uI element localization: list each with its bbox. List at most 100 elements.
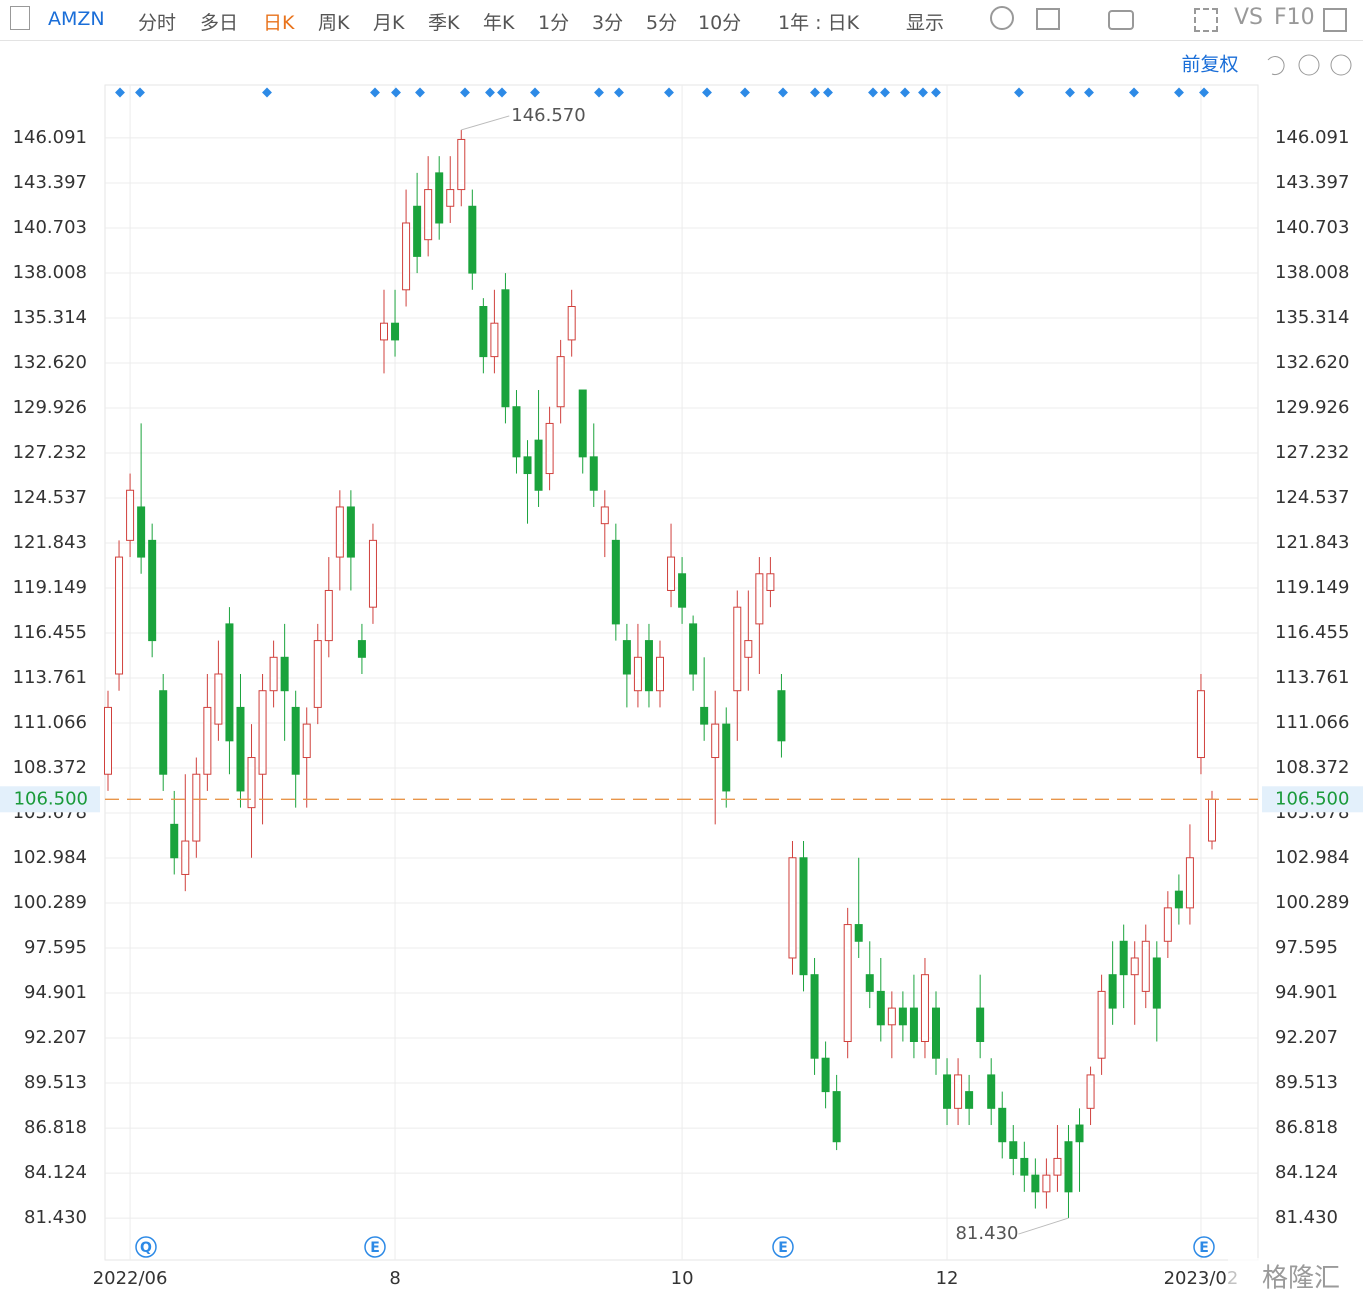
event-diamond [1129, 87, 1139, 98]
period-tab[interactable]: 年K [483, 12, 515, 34]
y-tick-label-right: 97.595 [1275, 937, 1338, 958]
candle-body [501, 289, 510, 408]
y-tick-label-right: 100.289 [1275, 892, 1349, 913]
period-tab[interactable]: 3分 [592, 12, 624, 34]
period-tab[interactable]: 10分 [698, 12, 742, 34]
candle-body [700, 706, 709, 725]
event-diamond [415, 87, 425, 98]
y-tick-label: 135.314 [13, 307, 87, 328]
min-leader [1018, 1217, 1069, 1235]
y-tick-label-right: 86.818 [1275, 1117, 1338, 1138]
adjust-button[interactable]: 前复权 [1181, 54, 1238, 76]
y-tick-label: 111.066 [13, 712, 87, 733]
y-tick-label: 94.901 [24, 982, 87, 1003]
period-tab[interactable]: 1分 [538, 12, 570, 34]
f10-button[interactable]: F10 [1274, 5, 1315, 30]
y-tick-label-right: 143.397 [1275, 172, 1349, 193]
candle-body [523, 456, 532, 475]
event-badge-label: E [778, 1240, 788, 1256]
shape-icon[interactable] [1036, 8, 1060, 30]
range-select[interactable]: 1年 : 日K [778, 12, 860, 34]
last-price-box-right [1262, 786, 1363, 813]
watermark-bg [1228, 1258, 1363, 1303]
candle-body [832, 1091, 841, 1143]
settings-icon[interactable] [990, 6, 1014, 30]
event-diamond [918, 87, 928, 98]
candle-body [1208, 798, 1216, 842]
candle-body [854, 924, 863, 942]
event-badge-label: Q [140, 1240, 152, 1256]
candle-body [137, 506, 146, 558]
candle-body [1053, 1157, 1062, 1176]
y-tick-label: 100.289 [13, 892, 87, 913]
candle-body [1009, 1141, 1018, 1159]
candle-body [380, 322, 388, 341]
period-tab[interactable]: 周K [318, 12, 350, 34]
y-tick-label: 129.926 [13, 397, 87, 418]
period-tab[interactable]: 月K [373, 12, 405, 34]
y-tick-label: 143.397 [13, 172, 87, 193]
reset-icon[interactable] [1267, 56, 1285, 76]
event-diamond [900, 87, 910, 98]
candle-body [170, 823, 179, 859]
period-tab[interactable]: 5分 [646, 12, 678, 34]
candle-body [678, 573, 687, 608]
event-diamond [810, 87, 820, 98]
zoom-out[interactable] [1298, 54, 1320, 76]
candle-body [810, 974, 819, 1059]
candle-body [368, 539, 377, 608]
event-diamond [778, 87, 788, 98]
y-tick-label-right: 129.926 [1275, 397, 1349, 418]
candle-body [965, 1091, 974, 1109]
y-tick-label: 102.984 [13, 847, 87, 868]
candle-body [799, 857, 808, 976]
period-tab[interactable]: 分时 [138, 12, 177, 34]
y-tick-label: 146.091 [13, 127, 87, 148]
camera-icon[interactable] [1108, 10, 1134, 30]
y-tick-label-right: 119.149 [1275, 577, 1349, 598]
y-tick-label: 81.430 [24, 1207, 87, 1228]
candle-body [446, 189, 455, 207]
candle-body [667, 556, 676, 591]
candle-body [534, 439, 543, 491]
event-diamond [702, 87, 712, 98]
candle-body [324, 589, 333, 642]
y-tick-label-right: 81.430 [1275, 1207, 1338, 1228]
period-tab[interactable]: 多日 [200, 12, 239, 34]
y-tick-label: 84.124 [24, 1162, 87, 1183]
fullscreen-icon[interactable] [1194, 8, 1218, 32]
period-tab[interactable]: 日K [263, 12, 295, 34]
y-tick-label: 138.008 [13, 262, 87, 283]
y-tick-label-right: 121.843 [1275, 532, 1349, 553]
watermark: 格隆汇 [1262, 1264, 1340, 1294]
candle-body [1141, 940, 1150, 992]
candle-body [1097, 990, 1106, 1059]
candle-body [1020, 1157, 1029, 1176]
display-menu[interactable]: 显示 [906, 12, 945, 34]
event-badge [772, 1236, 794, 1258]
event-diamond [1174, 87, 1184, 98]
period-tab[interactable]: 季K [428, 12, 460, 34]
candle-body [280, 656, 289, 692]
candle-body [578, 389, 587, 458]
candle-body [413, 205, 422, 257]
candle-body [766, 573, 775, 591]
candle-body [865, 974, 874, 992]
candle-body [1031, 1174, 1040, 1193]
y-tick-label: 119.149 [13, 577, 87, 598]
event-badge-label: E [370, 1240, 380, 1256]
panel-icon[interactable] [1323, 8, 1347, 32]
y-tick-label-right: 135.314 [1275, 307, 1349, 328]
candle-body [733, 606, 742, 692]
y-tick-label-right: 146.091 [1275, 127, 1349, 148]
sidebar-toggle[interactable] [10, 6, 30, 30]
zoom-in[interactable] [1330, 54, 1352, 76]
toolbar: AMZN 1年 : 日K 显示 VS F10 分时 多日 日K 周K 月K 季K 年K 1分 3… [0, 0, 1363, 41]
event-diamond [1014, 87, 1024, 98]
symbol[interactable]: AMZN [48, 8, 105, 30]
candle-body [821, 1057, 830, 1093]
candle-body [788, 857, 797, 959]
vs-button[interactable]: VS [1234, 5, 1264, 30]
